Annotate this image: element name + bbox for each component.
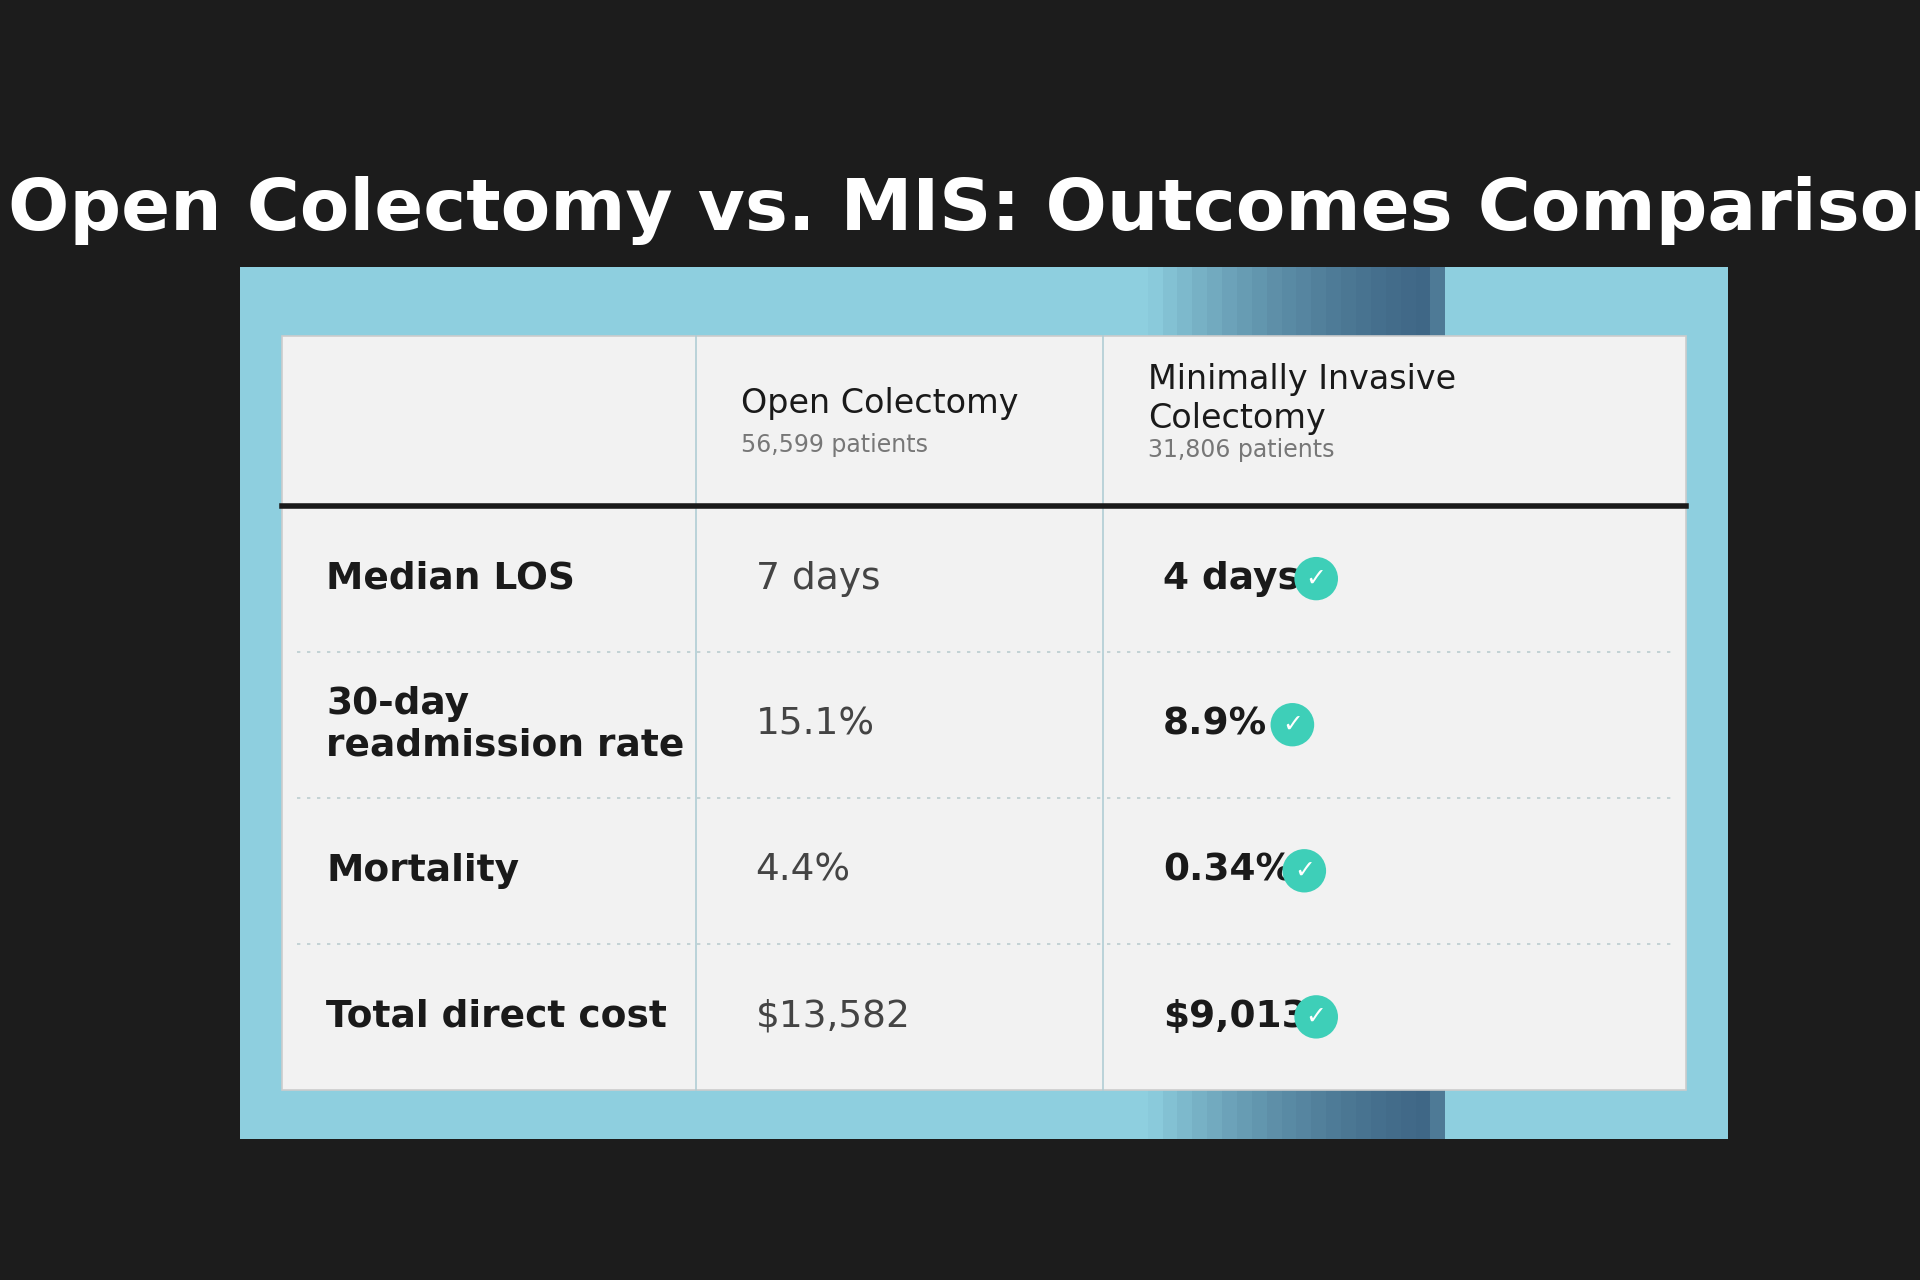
FancyBboxPatch shape — [1177, 268, 1208, 1139]
FancyBboxPatch shape — [282, 335, 1686, 1091]
Text: 7 days: 7 days — [756, 561, 879, 596]
Text: ✓: ✓ — [1283, 713, 1304, 737]
FancyBboxPatch shape — [1208, 268, 1236, 1139]
Text: Total direct cost: Total direct cost — [326, 998, 666, 1034]
FancyBboxPatch shape — [240, 268, 1728, 1139]
Text: Open Colectomy vs. MIS: Outcomes Comparison: Open Colectomy vs. MIS: Outcomes Compari… — [8, 175, 1920, 244]
Ellipse shape — [1283, 849, 1327, 892]
Text: 30-day
readmission rate: 30-day readmission rate — [326, 686, 685, 763]
Text: ✓: ✓ — [1306, 1005, 1327, 1029]
FancyBboxPatch shape — [1311, 268, 1340, 1139]
Text: $13,582: $13,582 — [756, 998, 910, 1034]
FancyBboxPatch shape — [1415, 268, 1446, 1139]
Text: 0.34%: 0.34% — [1164, 852, 1292, 888]
FancyBboxPatch shape — [1192, 268, 1221, 1139]
Text: 4.4%: 4.4% — [756, 852, 851, 888]
Text: Open Colectomy: Open Colectomy — [741, 387, 1018, 420]
Ellipse shape — [1271, 703, 1313, 746]
Text: 15.1%: 15.1% — [756, 707, 876, 742]
Ellipse shape — [1294, 995, 1338, 1038]
FancyBboxPatch shape — [1327, 268, 1356, 1139]
FancyBboxPatch shape — [1252, 268, 1283, 1139]
Text: 31,806 patients: 31,806 patients — [1148, 438, 1334, 462]
Text: Minimally Invasive
Colectomy: Minimally Invasive Colectomy — [1148, 364, 1455, 435]
Text: 8.9%: 8.9% — [1164, 707, 1267, 742]
FancyBboxPatch shape — [240, 154, 1728, 268]
Text: $9,013: $9,013 — [1164, 998, 1308, 1034]
Text: 4 days: 4 days — [1164, 561, 1300, 596]
Text: ✓: ✓ — [1294, 859, 1315, 883]
Text: Mortality: Mortality — [326, 852, 520, 888]
Text: Median LOS: Median LOS — [326, 561, 576, 596]
FancyBboxPatch shape — [1236, 268, 1267, 1139]
FancyBboxPatch shape — [1162, 268, 1192, 1139]
Ellipse shape — [1294, 557, 1338, 600]
FancyBboxPatch shape — [1296, 268, 1327, 1139]
FancyBboxPatch shape — [1283, 268, 1311, 1139]
FancyBboxPatch shape — [1221, 268, 1252, 1139]
Text: ✓: ✓ — [1306, 567, 1327, 590]
FancyBboxPatch shape — [1371, 268, 1402, 1139]
Text: 56,599 patients: 56,599 patients — [741, 434, 927, 457]
FancyBboxPatch shape — [1356, 268, 1386, 1139]
FancyBboxPatch shape — [1402, 268, 1430, 1139]
FancyBboxPatch shape — [1267, 268, 1296, 1139]
FancyBboxPatch shape — [1386, 268, 1415, 1139]
FancyBboxPatch shape — [1340, 268, 1371, 1139]
